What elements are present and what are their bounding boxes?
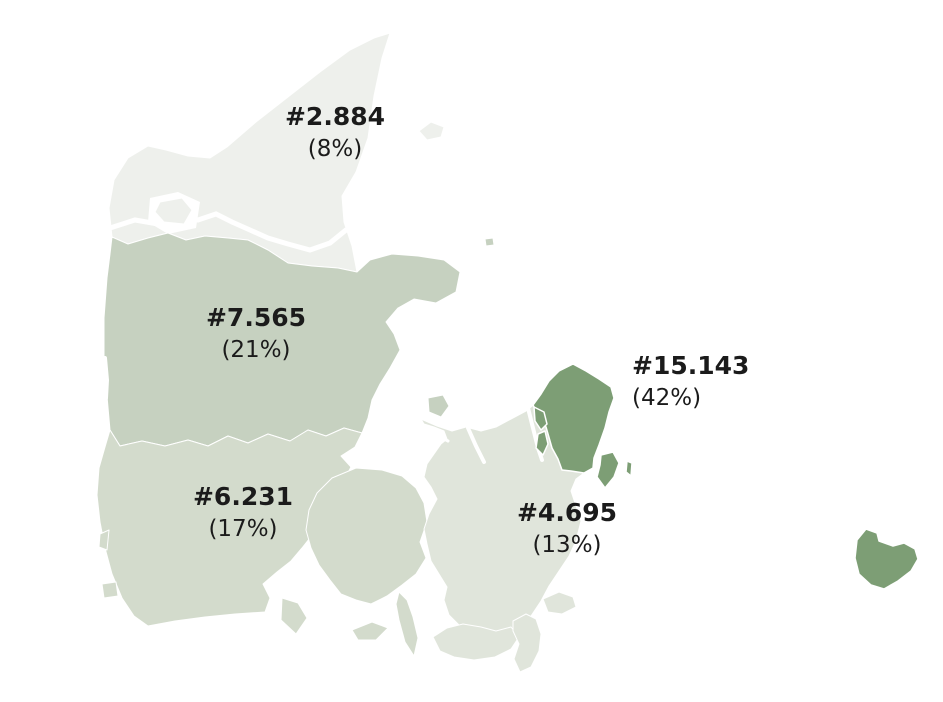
fanoe-island[interactable] xyxy=(98,529,110,551)
label-syddanmark-value: #6.231 xyxy=(192,482,294,511)
region-hovedstaden[interactable] xyxy=(532,363,919,590)
isefjord-water xyxy=(466,426,486,464)
label-hovedstaden-value: #15.143 xyxy=(632,351,750,380)
aeroe-island[interactable] xyxy=(351,621,389,641)
limfjord-water-line xyxy=(107,211,349,253)
label-nordjylland-percent: (8%) xyxy=(307,136,363,162)
falster-island[interactable] xyxy=(512,613,542,673)
hovedstaden-mainland[interactable] xyxy=(532,363,615,474)
label-midtjylland-percent: (21%) xyxy=(221,337,291,363)
anholt-island[interactable] xyxy=(484,237,495,247)
label-nordjylland-value: #2.884 xyxy=(284,102,386,131)
saltholm-island[interactable] xyxy=(625,460,633,477)
label-syddanmark-percent: (17%) xyxy=(208,516,278,542)
halsnaes-peninsula[interactable] xyxy=(533,406,548,431)
hornsherred-tip[interactable] xyxy=(535,430,549,456)
ringkoebing-fjord-water xyxy=(103,356,110,400)
roskilde-fjord-water xyxy=(526,406,544,462)
samsoe-island[interactable] xyxy=(427,394,450,418)
label-midtjylland: #7.565 (21%) xyxy=(206,301,306,366)
label-sjaelland-percent: (13%) xyxy=(532,532,602,558)
label-hovedstaden-percent: (42%) xyxy=(632,385,702,411)
bornholm-island[interactable] xyxy=(854,528,919,590)
als-island[interactable] xyxy=(280,597,308,635)
funen-island[interactable] xyxy=(305,467,428,605)
label-sjaelland-value: #4.695 xyxy=(516,498,618,527)
laesoe-island[interactable] xyxy=(418,121,445,141)
amager-island[interactable] xyxy=(596,451,620,489)
label-syddanmark: #6.231 (17%) xyxy=(193,480,293,545)
roemoe-island[interactable] xyxy=(101,581,119,599)
label-hovedstaden: #15.143 (42%) xyxy=(632,349,749,414)
region-nordjylland[interactable] xyxy=(107,32,445,273)
label-midtjylland-value: #7.565 xyxy=(205,303,307,332)
mors-island[interactable] xyxy=(154,197,193,225)
label-nordjylland: #2.884 (8%) xyxy=(285,100,385,165)
label-sjaelland: #4.695 (13%) xyxy=(517,496,617,561)
moen-island[interactable] xyxy=(542,591,577,615)
langeland-island[interactable] xyxy=(395,591,419,657)
odde-water-cut xyxy=(422,426,450,443)
region-syddanmark[interactable] xyxy=(96,427,428,657)
lolland-island[interactable] xyxy=(432,623,520,661)
